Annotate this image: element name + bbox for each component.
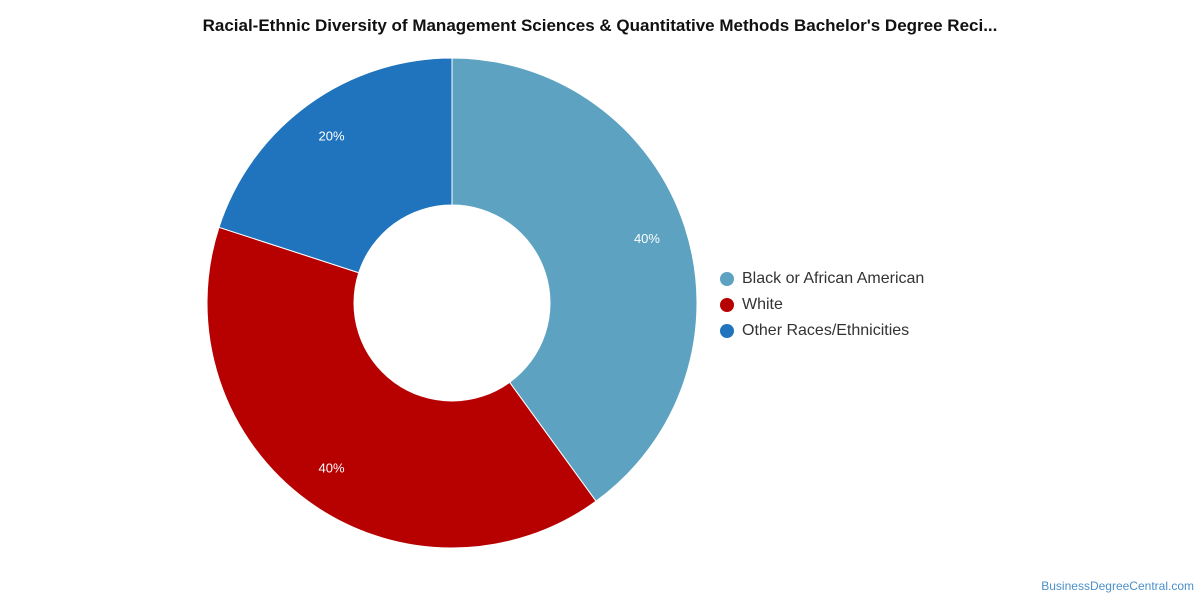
legend-label: Black or African American <box>742 270 925 287</box>
legend-label: Other Races/Ethnicities <box>742 322 910 339</box>
slice-black-or-african-american[interactable] <box>451 57 698 502</box>
chart-title: Racial-Ethnic Diversity of Management Sc… <box>202 16 998 35</box>
source-watermark-link[interactable]: BusinessDegreeCentral.com <box>1041 579 1194 593</box>
legend-swatch-icon <box>720 298 734 312</box>
legend-item-black-or-african-american[interactable]: Black or African American <box>720 266 924 292</box>
slice-label-other-races-ethnicities: 20% <box>318 129 344 144</box>
chart-legend: Black or African American White Other Ra… <box>720 266 924 344</box>
legend-item-white[interactable]: White <box>720 292 924 318</box>
legend-swatch-icon <box>720 272 734 286</box>
legend-item-other-races-ethnicities[interactable]: Other Races/Ethnicities <box>720 318 924 344</box>
slice-other-races-ethnicities[interactable] <box>218 57 453 274</box>
slice-label-white: 40% <box>318 460 344 475</box>
slice-label-black-or-african-american: 40% <box>634 231 660 246</box>
legend-swatch-icon <box>720 324 734 338</box>
slice-white[interactable] <box>206 226 597 549</box>
legend-label: White <box>742 296 783 313</box>
